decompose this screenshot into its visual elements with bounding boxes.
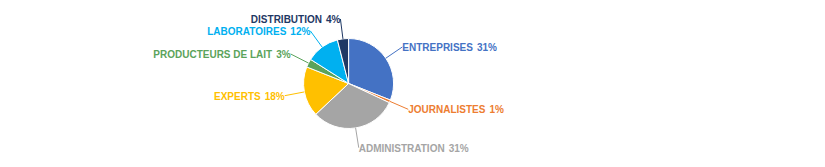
- svg-text:JOURNALISTES1%: JOURNALISTES1%: [408, 104, 504, 115]
- svg-text:ENTREPRISES31%: ENTREPRISES31%: [402, 41, 497, 52]
- svg-text:EXPERTS18%: EXPERTS18%: [214, 90, 285, 101]
- svg-text:DISTRIBUTION4%: DISTRIBUTION4%: [251, 14, 341, 25]
- svg-text:PRODUCTEURS DE LAIT3%: PRODUCTEURS DE LAIT3%: [153, 48, 290, 59]
- svg-text:LABORATOIRES12%: LABORATOIRES12%: [207, 25, 310, 36]
- svg-text:ADMINISTRATION31%: ADMINISTRATION31%: [359, 142, 469, 153]
